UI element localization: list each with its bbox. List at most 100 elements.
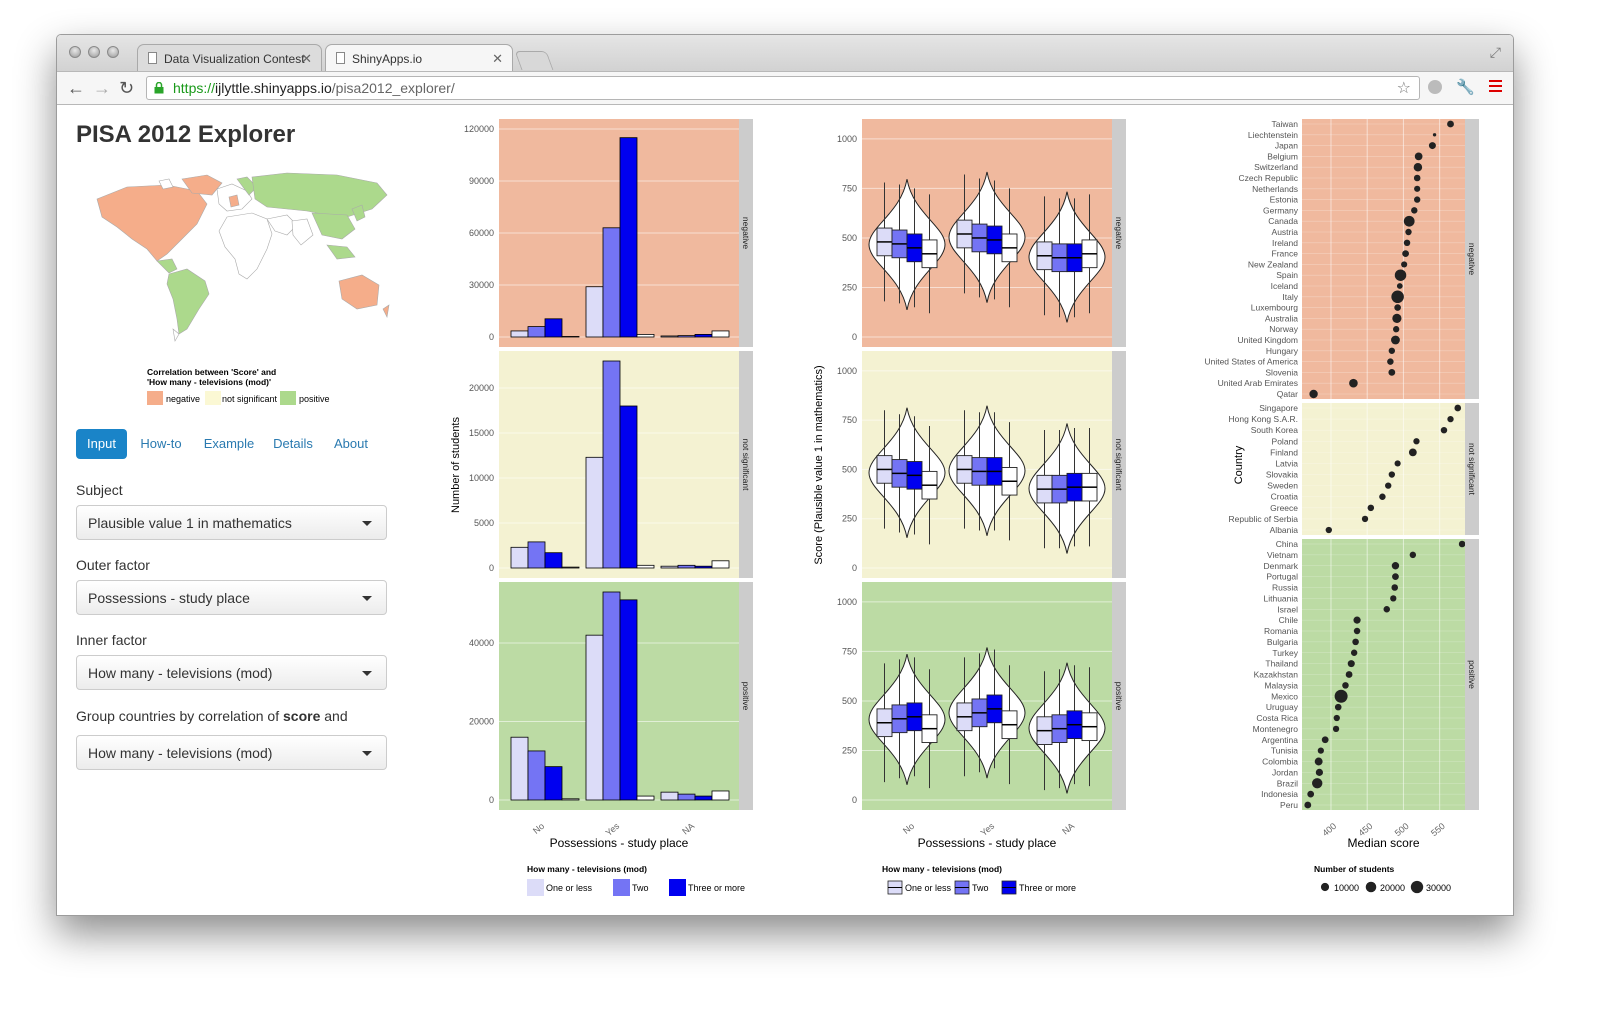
country-label: Switzerland xyxy=(1254,162,1298,172)
x-tick-label: 400 xyxy=(1320,821,1338,838)
bar xyxy=(602,227,621,338)
map-legend: Correlation between 'Score' and 'How man… xyxy=(147,367,330,405)
x-tick-label: NA xyxy=(680,821,696,837)
outer-factor-select[interactable]: Possessions - study place xyxy=(76,580,387,615)
country-label: France xyxy=(1272,249,1299,259)
panel-background xyxy=(1302,403,1465,535)
country-label: United Arab Emirates xyxy=(1218,378,1298,388)
tools-extension-icon[interactable]: 🔧 xyxy=(1456,79,1475,96)
country-point xyxy=(1309,389,1318,399)
country-label: Estonia xyxy=(1270,195,1299,205)
country-label: Australia xyxy=(1265,313,1298,323)
legend-label: Two xyxy=(972,883,989,893)
country-label: Hong Kong S.A.R. xyxy=(1229,414,1298,424)
tab-input[interactable]: Input xyxy=(76,429,127,459)
bar xyxy=(602,360,621,569)
country-label: Kazakhstan xyxy=(1254,670,1299,680)
address-bar[interactable]: https://ijlyttle.shinyapps.io/pisa2012_e… xyxy=(146,76,1420,100)
zoom-window-button[interactable] xyxy=(107,46,119,58)
panel-background xyxy=(1302,539,1465,810)
facet-strip-label: negative xyxy=(1114,217,1124,249)
country-point xyxy=(1385,482,1392,489)
close-tab-icon[interactable]: ✕ xyxy=(492,51,503,66)
tab-title: ShinyApps.io xyxy=(352,52,423,66)
facet-strip-label: not significant xyxy=(1114,439,1124,492)
minimize-window-button[interactable] xyxy=(88,46,100,58)
country-label: United Kingdom xyxy=(1238,335,1298,345)
country-point xyxy=(1388,368,1396,376)
inner-factor-select-value: How many - televisions (mod) xyxy=(88,665,273,681)
country-label: Canada xyxy=(1268,216,1298,226)
bar xyxy=(660,791,679,801)
country-point xyxy=(1447,415,1454,423)
tab-details[interactable]: Details xyxy=(273,436,313,451)
country-label: Brazil xyxy=(1277,778,1298,788)
bar xyxy=(527,326,546,338)
menu-icon[interactable] xyxy=(1489,80,1502,93)
close-window-button[interactable] xyxy=(69,46,81,58)
country-point xyxy=(1391,584,1399,591)
country-label: Sweden xyxy=(1267,481,1298,491)
country-label: Netherlands xyxy=(1252,184,1298,194)
url-path: /pisa2012_explorer/ xyxy=(331,80,455,96)
country-label: Portugal xyxy=(1266,572,1298,582)
x-tick-label: 550 xyxy=(1429,821,1447,838)
country-point xyxy=(1312,778,1323,789)
fullscreen-icon[interactable]: ⤢ xyxy=(1489,44,1501,60)
tab-data-visualization-contest[interactable]: Data Visualization Contest ✕ xyxy=(137,44,322,72)
country-label: Slovenia xyxy=(1265,367,1298,377)
country-point xyxy=(1454,404,1462,412)
y-tick-label: 5000 xyxy=(474,518,494,528)
y-tick-label: 90000 xyxy=(469,176,494,186)
world-map[interactable] xyxy=(87,169,392,344)
tab-how-to[interactable]: How-to xyxy=(140,436,182,451)
country-point xyxy=(1350,649,1358,656)
extension-icon[interactable] xyxy=(1428,80,1442,94)
subject-select[interactable]: Plausible value 1 in mathematics xyxy=(76,505,387,540)
y-tick-label: 500 xyxy=(842,233,857,243)
outer-factor-select-value: Possessions - study place xyxy=(88,590,250,606)
country-point xyxy=(1314,757,1323,766)
country-label: Turkey xyxy=(1272,648,1298,658)
country-label: Qatar xyxy=(1277,389,1298,399)
tab-example[interactable]: Example xyxy=(203,436,255,451)
y-axis-label: Number of students xyxy=(450,417,462,513)
legend-key xyxy=(1320,882,1330,892)
bar xyxy=(585,634,604,801)
bar xyxy=(561,798,580,801)
country-label: Luxembourg xyxy=(1251,303,1299,313)
country-label: Japan xyxy=(1275,141,1298,151)
country-point xyxy=(1379,493,1386,500)
legend-key xyxy=(669,879,686,896)
y-tick-label: 40000 xyxy=(469,638,494,648)
tab-about[interactable]: About xyxy=(334,436,368,451)
back-arrow-icon[interactable]: ← xyxy=(67,78,85,98)
country-label: Czech Republic xyxy=(1238,173,1298,183)
group-by-select[interactable]: How many - televisions (mod) xyxy=(76,735,387,770)
country-label: Indonesia xyxy=(1261,789,1298,799)
country-point xyxy=(1394,269,1407,281)
reload-icon[interactable]: ↻ xyxy=(119,78,135,98)
legend-label-positive: positive xyxy=(299,394,330,404)
legend-key xyxy=(1410,880,1424,894)
country-label: Belgium xyxy=(1267,151,1298,161)
subject-select-value: Plausible value 1 in mathematics xyxy=(88,515,292,531)
bar xyxy=(510,546,529,569)
legend-label-notsig: not significant xyxy=(222,394,278,404)
country-point xyxy=(1353,627,1361,635)
y-tick-label: 0 xyxy=(489,563,494,573)
country-label: China xyxy=(1276,539,1298,549)
country-point xyxy=(1394,460,1401,467)
bar xyxy=(544,766,563,801)
tab-title: Data Visualization Contest xyxy=(164,52,305,66)
chevron-down-icon xyxy=(362,596,372,601)
y-tick-label: 250 xyxy=(842,282,857,292)
close-tab-icon[interactable]: ✕ xyxy=(301,51,312,66)
bookmark-star-icon[interactable]: ☆ xyxy=(1396,80,1411,97)
tab-shinyapps[interactable]: ShinyApps.io ✕ xyxy=(325,44,513,72)
new-tab-button[interactable] xyxy=(514,51,554,70)
country-label: Chile xyxy=(1279,615,1299,625)
forward-arrow-icon[interactable]: → xyxy=(93,78,111,98)
inner-factor-select[interactable]: How many - televisions (mod) xyxy=(76,655,387,690)
facet-strip-label: positive xyxy=(1467,660,1477,689)
